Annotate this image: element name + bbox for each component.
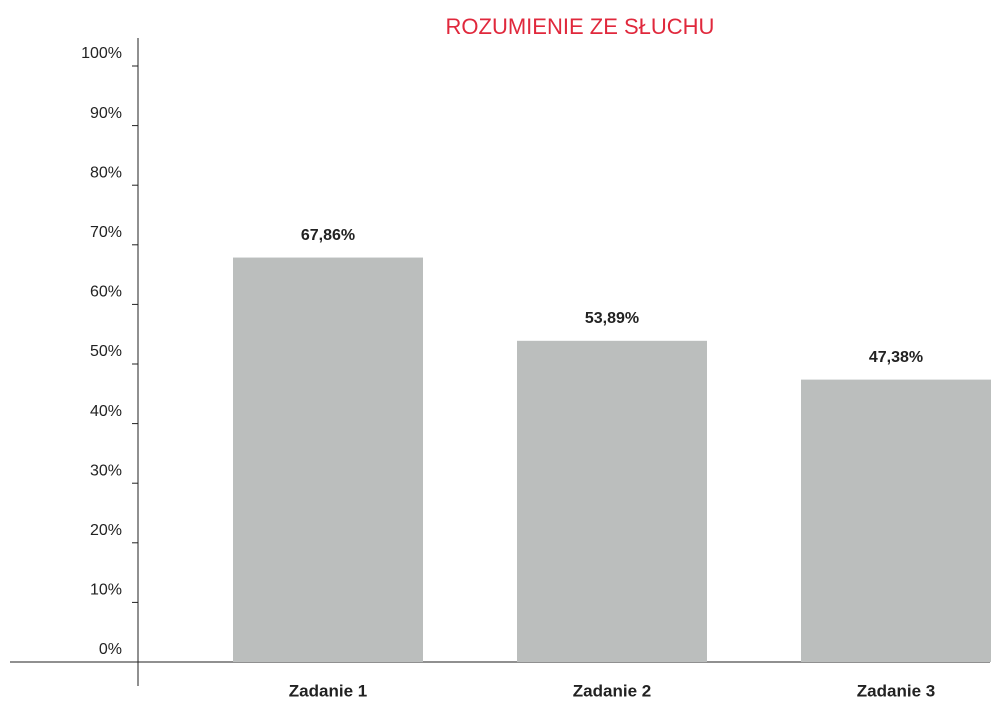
y-tick-label: 60% [90, 284, 122, 301]
bar [801, 379, 991, 662]
x-tick-label: Zadanie 1 [289, 681, 367, 700]
chart-title: ROZUMIENIE ZE SŁUCHU [446, 14, 715, 39]
x-tick-label: Zadanie 2 [573, 681, 651, 700]
bar [233, 257, 423, 662]
bar [517, 340, 707, 662]
y-tick-label: 20% [90, 522, 122, 539]
value-label: 53,89% [585, 310, 639, 327]
y-tick-label: 70% [90, 224, 122, 241]
y-tick-label: 10% [90, 582, 122, 599]
value-label: 47,38% [869, 349, 923, 366]
y-tick-label: 50% [90, 343, 122, 360]
value-label: 67,86% [301, 227, 355, 244]
y-tick-label: 100% [81, 45, 122, 62]
y-tick-label: 80% [90, 164, 122, 181]
y-tick-label: 30% [90, 462, 122, 479]
y-tick-label: 40% [90, 403, 122, 420]
y-tick-label: 90% [90, 105, 122, 122]
x-tick-label: Zadanie 3 [857, 681, 935, 700]
y-tick-label: 0% [99, 641, 122, 658]
